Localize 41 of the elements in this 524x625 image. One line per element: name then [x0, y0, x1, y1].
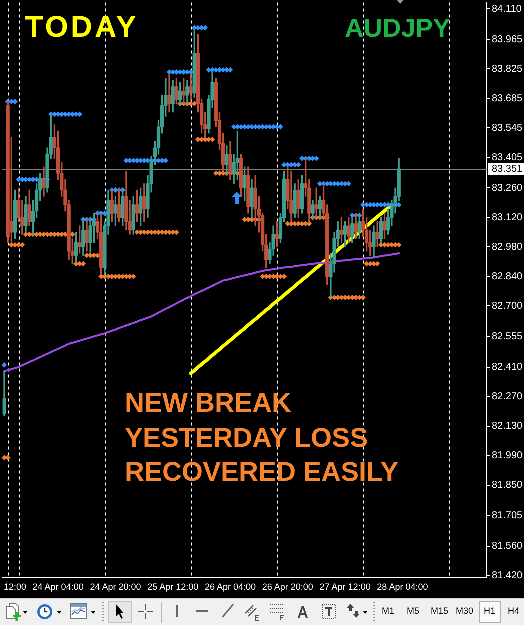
annotation: RECOVERED EASILY: [125, 456, 399, 486]
annotation: NEW BREAK: [125, 388, 292, 418]
y-tick-label: 83.965: [492, 34, 524, 46]
x-tick-label: 24 Apr 04:00: [32, 582, 84, 592]
annotation: YESTERDAY LOSS: [125, 422, 368, 452]
y-tick-label: 82.700: [492, 300, 524, 312]
annotation: TODAY: [25, 11, 139, 44]
text: H1: [484, 606, 496, 617]
ref-line-label: 83.351: [492, 164, 524, 176]
x-tick-label: 25 Apr 12:00: [148, 582, 199, 592]
x-tick-label: 27 Apr 12:00: [320, 582, 371, 592]
x-tick-label: 26 Apr 20:00: [262, 582, 314, 592]
annotation: AUDJPY: [345, 12, 450, 42]
y-tick-label: 83.120: [492, 212, 524, 224]
y-tick-label: 83.260: [492, 182, 524, 194]
x-tick-label: 12:00: [4, 582, 27, 592]
y-tick-label: 84.110: [492, 4, 522, 15]
y-tick-label: 81.850: [492, 480, 524, 492]
y-tick-label: 83.825: [492, 64, 524, 75]
y-tick-label: 82.980: [492, 242, 524, 253]
y-tick-label: 82.840: [492, 271, 524, 282]
y-tick-label: 82.130: [492, 421, 524, 432]
y-tick-label: 83.405: [492, 152, 524, 164]
y-tick-label: 81.420: [492, 570, 524, 582]
y-tick-label: 82.410: [492, 362, 524, 374]
y-tick-label: 81.560: [492, 541, 524, 552]
x-tick-label: 24 Apr 20:00: [90, 582, 142, 592]
text: M1: [382, 606, 395, 617]
y-tick-label: 81.705: [492, 510, 524, 522]
y-tick-label: 83.545: [492, 122, 524, 134]
y-tick-label: 82.270: [492, 392, 524, 403]
y-tick-label: 81.990: [492, 450, 524, 462]
text: M5: [407, 606, 420, 617]
text: M30: [456, 606, 474, 617]
text: H4: [508, 606, 520, 617]
line-series: [3, 252, 400, 372]
text: M15: [431, 606, 449, 617]
y-tick-label: 83.685: [492, 93, 524, 104]
x-tick-label: 26 Apr 04:00: [204, 582, 256, 592]
y-tick-label: 82.555: [492, 331, 524, 342]
x-tick-label: 28 Apr 04:00: [377, 582, 428, 592]
